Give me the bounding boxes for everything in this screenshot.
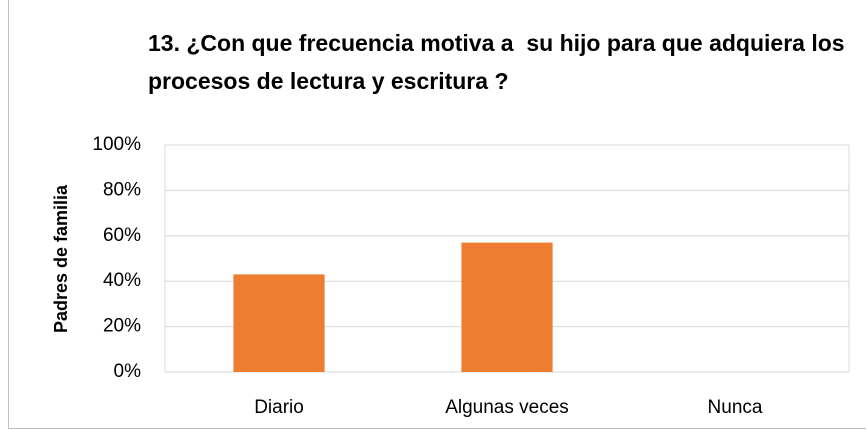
y-tick-label: 100%	[92, 134, 141, 155]
y-tick-label: 0%	[114, 361, 142, 382]
y-tick-label: 80%	[103, 179, 141, 200]
x-tick-label: Algunas veces	[445, 397, 569, 418]
bar	[233, 274, 325, 372]
y-tick-label: 60%	[103, 225, 141, 246]
chart-frame	[8, 0, 866, 429]
chart-title: 13. ¿Con que frecuencia motiva a su hijo…	[148, 30, 851, 94]
x-tick-label: Nunca	[708, 397, 763, 418]
x-tick-label: Diario	[254, 397, 304, 418]
y-tick-label: 40%	[103, 270, 141, 291]
y-tick-label: 20%	[103, 316, 141, 337]
bar	[461, 242, 553, 372]
y-axis-label: Padres de familia	[51, 184, 71, 333]
